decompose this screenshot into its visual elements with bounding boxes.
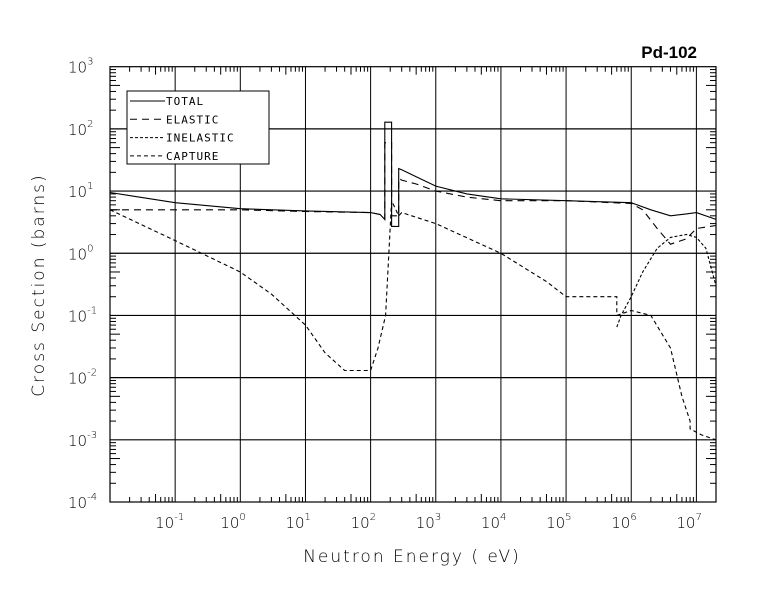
x-tick-label: 100 [220,512,245,532]
series-lines [109,121,717,441]
series-line-elastic [110,142,717,245]
x-tick-label: 10-1 [155,512,184,532]
legend-box [126,90,270,165]
y-tick-label: 10-1 [68,305,97,325]
y-tick-label: 100 [68,243,93,263]
y-tick-label: 103 [68,57,93,77]
plot-frame [109,66,717,503]
y-tick-label: 101 [68,181,93,201]
legend-label-total: TOTAL [166,95,204,108]
x-tick-label: 107 [676,512,701,532]
series-line-capture [109,200,717,441]
x-tick-labels: 10-1 100 101 102 103 104 105 106 107 [155,512,702,532]
legend: TOTAL ELASTIC INELASTIC CAPTURE [126,90,270,165]
x-tick-label: 105 [546,512,571,532]
chart-title: Pd-102 [641,43,697,62]
minor-ticks [110,66,716,502]
legend-label-elastic: ELASTIC [166,113,219,126]
y-axis-label: Cross Section (barns) [29,173,49,396]
series-line-inelastic [616,233,717,328]
y-tick-labels: 103 102 101 100 10-1 10-2 10-3 10-4 [68,57,97,512]
grid-lines [110,66,716,502]
x-tick-label: 102 [351,512,376,532]
x-tick-label: 101 [285,512,310,532]
y-tick-label: 10-3 [68,430,97,450]
x-axis-label: Neutron Energy ( eV) [303,547,521,567]
legend-label-capture: CAPTURE [166,150,219,163]
x-tick-label: 106 [611,512,636,532]
y-tick-label: 10-4 [68,492,97,512]
legend-label-inelastic: INELASTIC [166,132,235,145]
y-tick-label: 102 [68,119,93,139]
x-tick-label: 103 [416,512,441,532]
series-line-total [109,121,717,227]
y-tick-label: 10-2 [68,368,97,388]
x-tick-label: 104 [481,512,506,532]
